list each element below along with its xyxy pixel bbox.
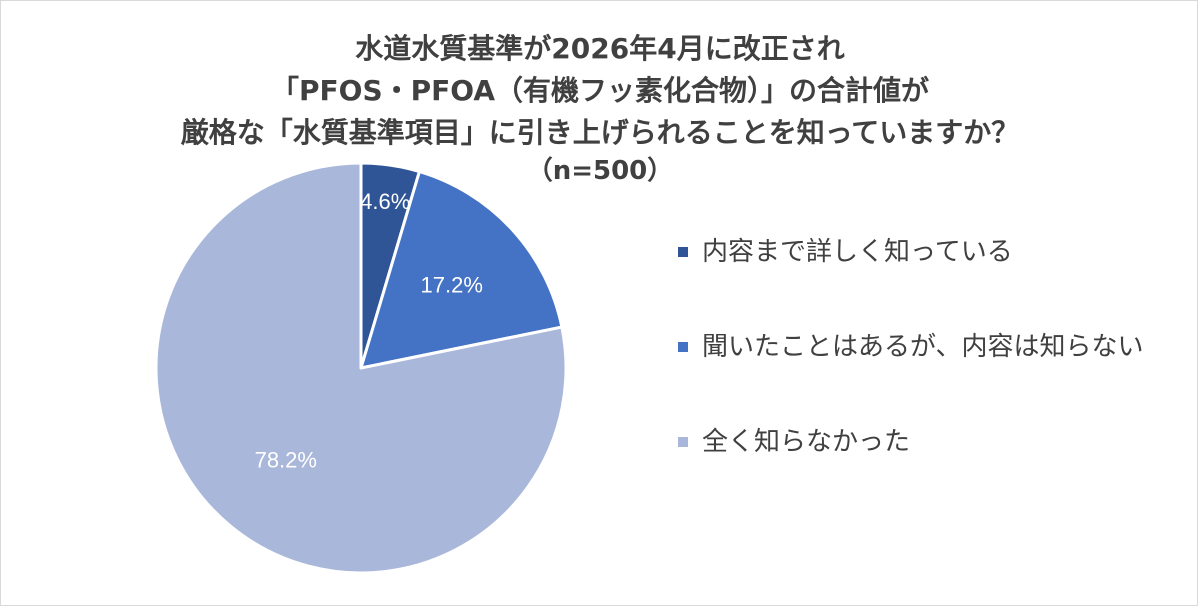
legend-swatch-1	[678, 247, 688, 257]
chart-title-line-2: 「PFOS・PFOA（有機フッ素化合物）」の合計値が	[271, 74, 929, 107]
data-label-2: 17.2%	[421, 272, 483, 297]
legend-label-2: 聞いたことはあるが、内容は知らない	[702, 332, 1144, 362]
pie-slice-2	[359, 170, 564, 370]
chart-title: 水道水質基準が2026年4月に改正され 「PFOS・PFOA（有機フッ素化合物）…	[0, 28, 1200, 154]
chart-title-line-1: 水道水質基準が2026年4月に改正され	[355, 32, 845, 65]
pie-slice-3	[154, 161, 568, 575]
legend-swatch-3	[678, 437, 688, 447]
legend-item-2: 聞いたことはあるが、内容は知らない	[678, 325, 1143, 369]
chart-legend: 内容まで詳しく知っている 聞いたことはあるが、内容は知らない 全く知らなかった	[678, 230, 1143, 515]
legend-swatch-2	[678, 342, 688, 352]
legend-label-1: 内容まで詳しく知っている	[702, 237, 1013, 267]
data-label-1: 4.6%	[360, 189, 410, 214]
chart-title-line-3: 厳格な「水質基準項目」に引き上げられることを知っていますか？	[180, 116, 1020, 149]
legend-label-3: 全く知らなかった	[702, 427, 911, 457]
legend-item-3: 全く知らなかった	[678, 420, 1143, 464]
legend-item-1: 内容まで詳しく知っている	[678, 230, 1143, 274]
chart-subtitle: （n=500）	[526, 156, 674, 186]
data-label-3: 78.2%	[255, 448, 317, 473]
